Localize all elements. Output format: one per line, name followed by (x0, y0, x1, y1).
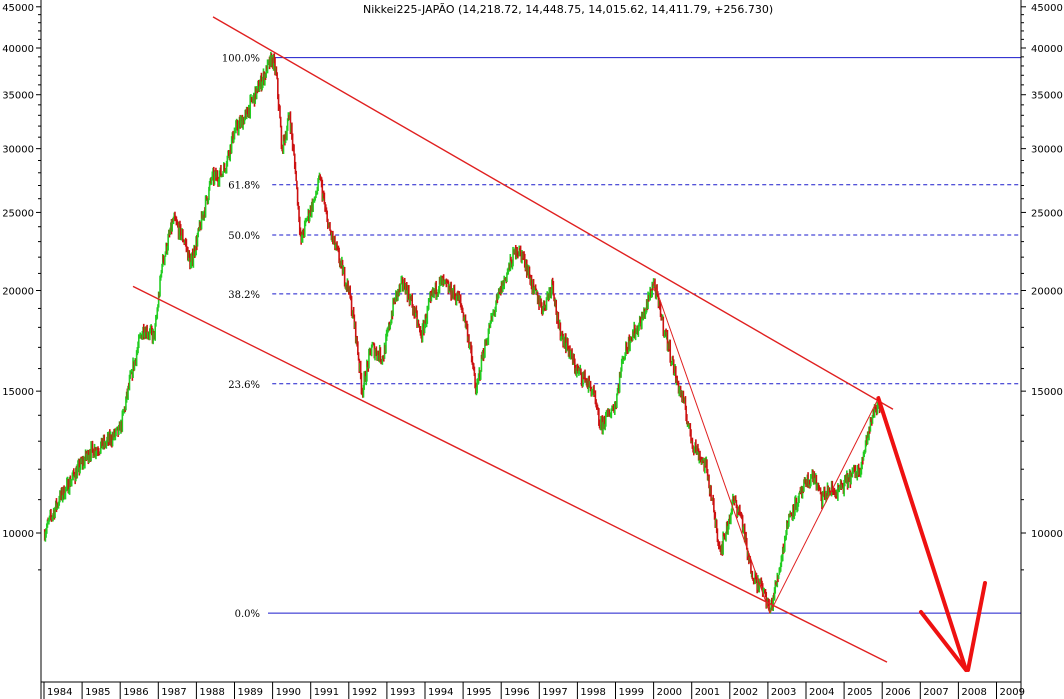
y-tick-label-right: 30000 (1031, 145, 1063, 156)
x-tick-label: 2005 (847, 687, 872, 698)
x-tick-label: 2002 (733, 687, 758, 698)
x-tick-label: 2008 (961, 687, 986, 698)
x-tick-label: 1999 (619, 687, 644, 698)
x-tick-label: 2003 (771, 687, 796, 698)
x-tick-label: 1985 (85, 687, 110, 698)
y-tick-label-right: 25000 (1031, 208, 1063, 219)
y-tick-label-right: 20000 (1031, 287, 1063, 298)
x-tick-label: 2006 (885, 687, 910, 698)
wave-line (769, 397, 879, 614)
y-tick-label-left: 35000 (2, 91, 34, 102)
y-tick-label-left: 45000 (2, 3, 34, 14)
fib-label: 38.2% (228, 290, 260, 301)
fib-label: 61.8% (228, 181, 260, 192)
channel-line (132, 285, 888, 663)
x-tick-label: 1993 (390, 687, 415, 698)
x-tick-label: 1989 (238, 687, 263, 698)
fib-label: 50.0% (228, 231, 260, 242)
x-tick-label: 1984 (47, 687, 72, 698)
x-tick-label: 1991 (314, 687, 339, 698)
fib-label: 0.0% (235, 609, 260, 620)
projection-arrow-head-right (966, 581, 987, 672)
projection-arrow-head-left (919, 610, 969, 672)
x-tick-label: 2007 (923, 687, 948, 698)
fibonacci-levels: 100.0% 61.8% 50.0% 38.2% 23.6% 0.0% (222, 54, 1021, 620)
projection-arrow-shaft (876, 396, 969, 672)
y-tick-label-left: 30000 (2, 145, 34, 156)
chart-title: Nikkei225-JAPÃO (14,218.72, 14,448.75, 1… (363, 3, 773, 16)
x-tick-label: 1988 (199, 687, 224, 698)
fib-label: 100.0% (222, 54, 260, 65)
x-tick-label: 1998 (580, 687, 605, 698)
y-tick-label-left: 40000 (2, 44, 34, 55)
x-tick-label: 1997 (542, 687, 567, 698)
x-tick-label: 2004 (809, 687, 834, 698)
channel-line (212, 16, 894, 410)
wave-line (653, 281, 771, 614)
x-tick-label: 2001 (695, 687, 720, 698)
x-tick-label: 1996 (504, 687, 529, 698)
x-tick-label: 1992 (352, 687, 377, 698)
x-tick-label: 1990 (276, 687, 301, 698)
x-tick-label: 1986 (123, 687, 148, 698)
x-tick-label: 1987 (161, 687, 186, 698)
fib-label: 23.6% (228, 380, 260, 391)
y-tick-label-right: 40000 (1031, 44, 1063, 55)
y-tick-label-left: 20000 (2, 287, 34, 298)
trend-lines (132, 16, 987, 672)
x-tick-label: 2000 (657, 687, 682, 698)
x-tick-label: 1994 (428, 687, 453, 698)
x-tick-label: 2009 (1000, 687, 1025, 698)
price-series (43, 51, 882, 614)
y-tick-label-right: 15000 (1031, 387, 1063, 398)
y-tick-label-left: 15000 (2, 387, 34, 398)
y-tick-label-right: 35000 (1031, 91, 1063, 102)
y-tick-label-left: 10000 (2, 529, 34, 540)
y-tick-label-right: 45000 (1031, 3, 1063, 14)
y-tick-label-right: 10000 (1031, 529, 1063, 540)
y-tick-label-left: 25000 (2, 208, 34, 219)
x-tick-label: 1995 (466, 687, 491, 698)
